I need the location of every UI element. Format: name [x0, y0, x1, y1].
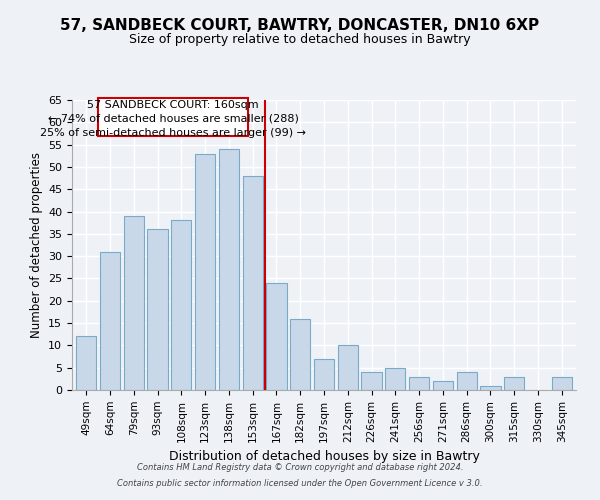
Bar [433, 381, 453, 390]
Bar [148, 230, 167, 390]
Text: Contains HM Land Registry data © Crown copyright and database right 2024.: Contains HM Land Registry data © Crown c… [137, 464, 463, 472]
Bar [409, 376, 429, 390]
Bar [124, 216, 144, 390]
Bar [290, 318, 310, 390]
Bar [481, 386, 500, 390]
Y-axis label: Number of detached properties: Number of detached properties [29, 152, 43, 338]
X-axis label: Distribution of detached houses by size in Bawtry: Distribution of detached houses by size … [169, 450, 479, 463]
Bar [361, 372, 382, 390]
Bar [314, 359, 334, 390]
Bar [195, 154, 215, 390]
Bar [242, 176, 263, 390]
Bar [385, 368, 406, 390]
Bar [171, 220, 191, 390]
Bar [219, 149, 239, 390]
Bar [457, 372, 477, 390]
Bar [504, 376, 524, 390]
Bar [551, 376, 572, 390]
Text: Size of property relative to detached houses in Bawtry: Size of property relative to detached ho… [129, 32, 471, 46]
Text: 57 SANDBECK COURT: 160sqm
← 74% of detached houses are smaller (288)
25% of semi: 57 SANDBECK COURT: 160sqm ← 74% of detac… [40, 100, 306, 138]
FancyBboxPatch shape [98, 98, 248, 136]
Bar [338, 346, 358, 390]
Bar [266, 283, 287, 390]
Text: Contains public sector information licensed under the Open Government Licence v : Contains public sector information licen… [117, 478, 483, 488]
Bar [76, 336, 97, 390]
Bar [100, 252, 120, 390]
Text: 57, SANDBECK COURT, BAWTRY, DONCASTER, DN10 6XP: 57, SANDBECK COURT, BAWTRY, DONCASTER, D… [61, 18, 539, 32]
